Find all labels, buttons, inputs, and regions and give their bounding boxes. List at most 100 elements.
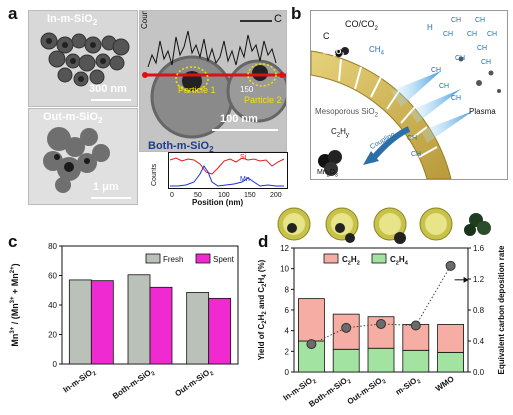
species-3: CH — [467, 31, 478, 38]
chart-d-rate-point-2 — [376, 318, 386, 329]
chart-d-bar-c2h4-4 — [437, 351, 465, 373]
mesoporous-sio2-label: Mesoporous SiO2 — [315, 107, 378, 119]
tem-particles-out — [43, 127, 110, 193]
c2hy-label: C2Hy — [331, 127, 349, 139]
mechanism-schematic: C CO/CO2 Mn2O3 CH4 Shielding effect Meso… — [310, 10, 508, 180]
linescan-xtick-50: 50 — [194, 192, 202, 199]
chart-d-ytick-label-4: 8 — [285, 285, 290, 294]
chart-c-bar-fresh-2 — [186, 292, 210, 365]
chart-d-rate-line — [311, 265, 452, 345]
linescan-xtick-0: 0 — [170, 192, 174, 199]
chart-d-legend-swatch-c2h2 — [323, 253, 339, 264]
species-0: CH — [451, 17, 462, 24]
chart-d-y2tick-label-2: 0.8 — [473, 306, 485, 315]
species-10: CH — [407, 135, 418, 142]
chart-d-ytick-label-6: 12 — [280, 244, 289, 253]
c-element-label: C — [274, 13, 282, 25]
chart-c-bar-fresh-0 — [68, 279, 92, 365]
chart-d-rate-point-3 — [410, 320, 421, 331]
chart-d-y2tick-label-3: 1.2 — [473, 275, 485, 284]
chart-d: 0246810120.00.40.81.21.6In-m-SiO2Both-m-… — [257, 244, 506, 409]
chart-c: 0 20 40 60 80 In-m-SiO2 Both-m-SiO2 Out-m-SiO2 F… — [10, 242, 239, 403]
particle-illustrations — [277, 207, 491, 244]
species-5: CH — [477, 45, 488, 52]
chart-d-legend-label-c2h2: C2H2 — [342, 255, 360, 266]
mn-legend: Mn — [240, 176, 250, 183]
panel-a-label: a — [8, 4, 18, 23]
chart-d-ylabel: Yield of C2H2 and C2H4 (%) — [257, 259, 268, 360]
chart-d-bar-c2h2-0 — [298, 298, 325, 342]
chart-d-ytick-label-0: 0 — [285, 368, 290, 377]
linescan-svg: 0 50 100 150 200 — [168, 152, 288, 199]
chart-d-legend-label-c2h4: C2H4 — [390, 255, 409, 266]
carbon-label: C — [323, 31, 330, 41]
both-scale-bar — [212, 129, 278, 131]
co-co2-label: CO/CO2 — [345, 19, 378, 32]
mn2o3-bottom-label: Mn2O3 — [317, 169, 338, 179]
both-tem-overlay — [142, 20, 286, 139]
chart-c-xtick-label-1: Both-m-SiO2 — [111, 366, 156, 403]
chart-c-ytick-label-2: 40 — [48, 301, 57, 310]
species-7: CH — [431, 67, 442, 74]
chart-d-xtick-label-2: Out-m-SiO2 — [346, 374, 388, 408]
in-m-sio2-title: In-m-SiO2 — [47, 13, 98, 28]
chart-c-bar-fresh-1 — [127, 274, 151, 365]
particle-1-label: Particle 1 — [178, 85, 216, 95]
species-4: CH — [487, 31, 498, 38]
species-1: CH — [475, 17, 486, 24]
schematic-svg — [311, 47, 501, 179]
chart-c-ytick-label-4: 80 — [48, 242, 57, 251]
linescan-plot: 0 50 100 150 200 Si Mn Position (nm) — [168, 152, 288, 207]
tem-image-in-m-sio2: In-m-SiO2 300 nm — [28, 10, 138, 107]
chart-d-y2label: Equivalent carbon deposition rate — [497, 245, 506, 374]
linescan-xtick-200: 200 — [270, 192, 282, 199]
chart-c-legend-swatch-1 — [195, 253, 211, 264]
chart-d-ytick-label-3: 6 — [285, 306, 290, 315]
chart-d-bar-c2h2-4 — [437, 324, 465, 353]
plasma-label: Plasma — [469, 107, 496, 116]
mn2o3-top-label: Mn2O3 — [323, 49, 345, 59]
c-counts-label: Counts — [140, 10, 149, 29]
chart-d-bar-c2h4-1 — [332, 348, 360, 373]
tick-150-label: 150 — [240, 85, 254, 94]
chart-c-legend-label-1: Spent — [213, 255, 235, 264]
particle-2-label: Particle 2 — [244, 95, 282, 105]
species-13: CH — [481, 59, 492, 66]
chart-d-axis-arrowhead — [463, 276, 469, 283]
chart-d-y2tick-label-1: 0.4 — [473, 337, 485, 346]
both-m-sio2-title: Both-m-SiO2 — [148, 140, 214, 155]
chart-d-rate-point-0 — [306, 339, 317, 350]
chart-c-legend-label-0: Fresh — [163, 255, 183, 264]
chart-d-xtick-label-4: WMO — [434, 374, 456, 393]
chart-c-bar-spent-2 — [208, 297, 232, 365]
linescan-xlabel: Position (nm) — [192, 198, 244, 207]
species-2: CH — [443, 31, 454, 38]
chart-c-ylabel: Mn3+ / (Mn3+ + Mn2+) — [10, 263, 20, 346]
species-11: CH — [411, 151, 422, 158]
chart-c-bar-spent-0 — [90, 280, 114, 365]
chart-c-bar-spent-1 — [149, 286, 173, 365]
linescan-counts-label: Counts — [151, 163, 158, 186]
chart-d-ytick-label-1: 2 — [285, 347, 290, 356]
tem-particles-in — [40, 32, 130, 87]
chart-c-xtick-label-2: Out-m-SiO2 — [173, 366, 215, 400]
species-6: CH — [455, 55, 466, 62]
linescan-xtick-100: 100 — [218, 192, 230, 199]
species-8: CH — [439, 83, 450, 90]
chart-d-bar-c2h4-2 — [367, 347, 395, 373]
panel-d-label: d — [258, 232, 269, 251]
ch4-label: CH4 — [369, 45, 384, 57]
chart-d-ytick-label-2: 4 — [285, 327, 290, 336]
both-scale-label: 100 nm — [220, 113, 258, 125]
tem-image-both-m-sio2: Counts C 150 Particle 1 Particle 2 100 n… — [139, 10, 287, 152]
chart-d-ytick-label-5: 10 — [280, 265, 289, 274]
chart-d-rate-point-4 — [445, 260, 456, 271]
out-scale-label: 1 μm — [93, 181, 119, 193]
si-legend: Si — [240, 154, 247, 161]
chart-c-ytick-label-3: 60 — [48, 272, 57, 281]
chart-d-legend-swatch-c2h4 — [371, 253, 387, 264]
chart-c-legend-swatch-0 — [145, 253, 161, 264]
chart-c-xtick-label-0: In-m-SiO2 — [61, 366, 97, 396]
panel-c-label: c — [8, 232, 18, 251]
chart-d-bar-c2h4-3 — [402, 349, 430, 373]
